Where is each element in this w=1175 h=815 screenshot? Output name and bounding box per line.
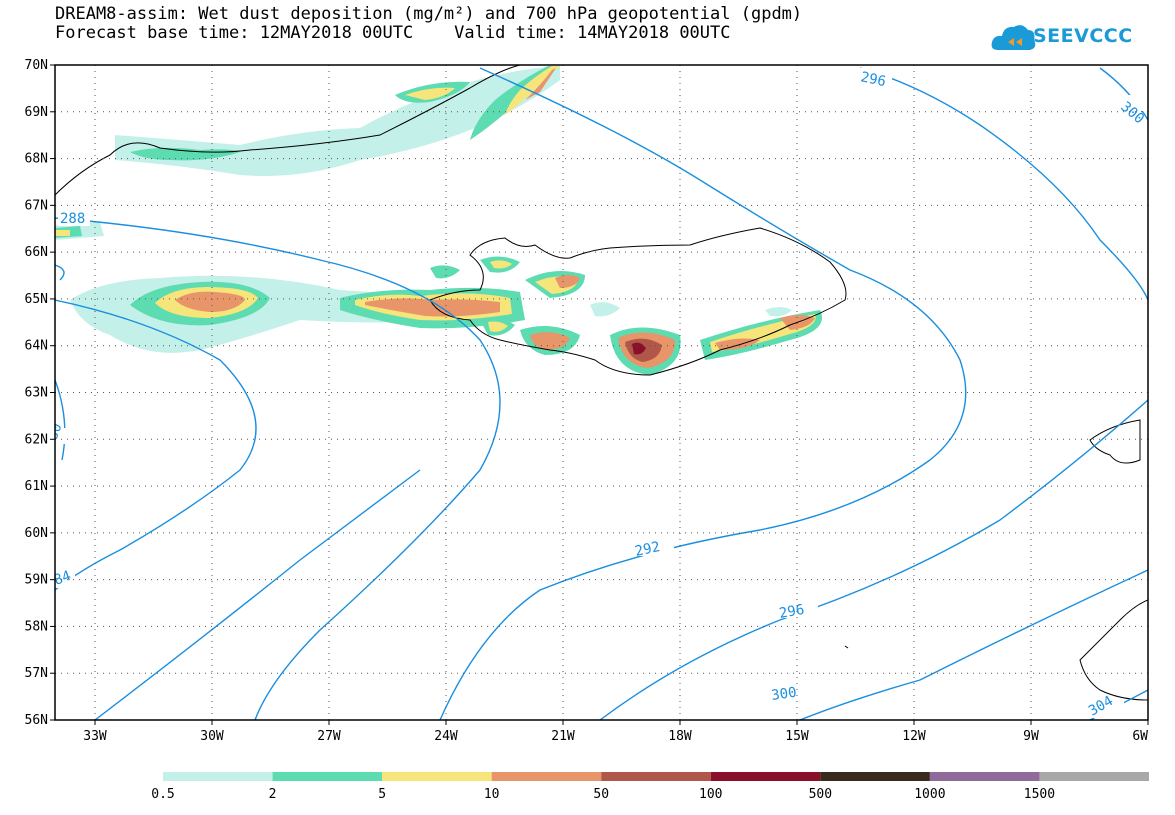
lat-label: 62N (25, 432, 48, 447)
cloud-icon (991, 25, 1036, 50)
lon-label: 18W (668, 729, 692, 744)
legend-label: 10 (484, 787, 500, 802)
coastlines (55, 65, 1148, 701)
legend-label: 0.5 (151, 787, 174, 802)
contour-label: 80 (45, 421, 66, 442)
legend-swatch (163, 772, 273, 781)
legend-label: 500 (809, 787, 832, 802)
legend-colorbar: 0.5 2 5 10 50 100 500 1000 1500 (151, 772, 1149, 802)
lat-label: 64N (25, 339, 48, 354)
legend-swatch (820, 772, 930, 781)
faroe-norway-coast (1089, 419, 1141, 464)
contour-label: 288 (60, 211, 85, 227)
lon-label: 27W (317, 729, 341, 744)
lat-label: 56N (25, 713, 48, 728)
legend-swatch (272, 772, 383, 781)
iceland-coast (429, 227, 847, 376)
contour-300-north (1099, 67, 1148, 121)
legend-swatch (710, 772, 821, 781)
map-subtitle: Forecast base time: 12MAY2018 00UTC Vali… (55, 23, 731, 43)
legend-label: 5 (378, 787, 386, 802)
greenland-coast (55, 65, 521, 196)
legend-swatch (1039, 772, 1149, 781)
latitude-axis: 70N 69N 68N 67N 66N 65N 64N 63N 62N 61N 60N 59N 58N 5… (25, 58, 55, 728)
legend-swatch (382, 772, 492, 781)
lon-label: 9W (1023, 729, 1039, 744)
contour-296-south (599, 399, 1148, 720)
graticule (55, 65, 1148, 720)
lon-label: 12W (902, 729, 926, 744)
dust-deposition-field (55, 66, 822, 375)
lon-label: 6W (1132, 729, 1148, 744)
scotland-coast (1079, 599, 1148, 701)
lat-label: 57N (25, 666, 48, 681)
legend-label: 50 (593, 787, 609, 802)
lat-label: 59N (25, 573, 48, 588)
contour-284 (55, 299, 257, 591)
lat-label: 68N (25, 152, 48, 167)
lat-label: 61N (25, 479, 48, 494)
lon-label: 30W (200, 729, 224, 744)
lat-label: 58N (25, 619, 48, 634)
lat-label: 69N (25, 105, 48, 120)
longitude-axis: 33W 30W 27W 24W 21W 18W 15W 12W 9W 6W (83, 720, 1149, 744)
lon-label: 15W (785, 729, 809, 744)
contour-label: 292 (634, 539, 662, 560)
legend-label: 1000 (914, 787, 945, 802)
legend-swatch (929, 772, 1040, 781)
contour-300-south (799, 569, 1148, 720)
geopotential-contours (55, 67, 1148, 720)
lat-label: 66N (25, 245, 48, 260)
legend-swatch (601, 772, 711, 781)
lon-label: 24W (434, 729, 458, 744)
legend-label: 1500 (1024, 787, 1055, 802)
logo-text: SEEVCCC (1033, 25, 1133, 47)
contour-288 (55, 217, 501, 720)
contour-label: 300 (770, 685, 797, 704)
contour-296-north (859, 67, 1148, 301)
map-title: DREAM8-assim: Wet dust deposition (mg/m²… (55, 4, 803, 24)
lat-label: 63N (25, 386, 48, 401)
lon-label: 33W (83, 729, 107, 744)
contour-label: 296 (778, 602, 806, 622)
contour-label: 296 (859, 69, 887, 90)
lat-label: 67N (25, 198, 48, 213)
lon-label: 21W (551, 729, 575, 744)
lat-label: 65N (25, 292, 48, 307)
lat-label: 60N (25, 526, 48, 541)
contour-292 (439, 67, 967, 720)
legend-swatch (491, 772, 602, 781)
small-island (844, 645, 849, 649)
contour-label: 84 (52, 568, 73, 589)
legend-label: 2 (269, 787, 277, 802)
contour-280 (55, 379, 66, 461)
lat-label: 70N (25, 58, 48, 73)
legend-label: 100 (699, 787, 722, 802)
